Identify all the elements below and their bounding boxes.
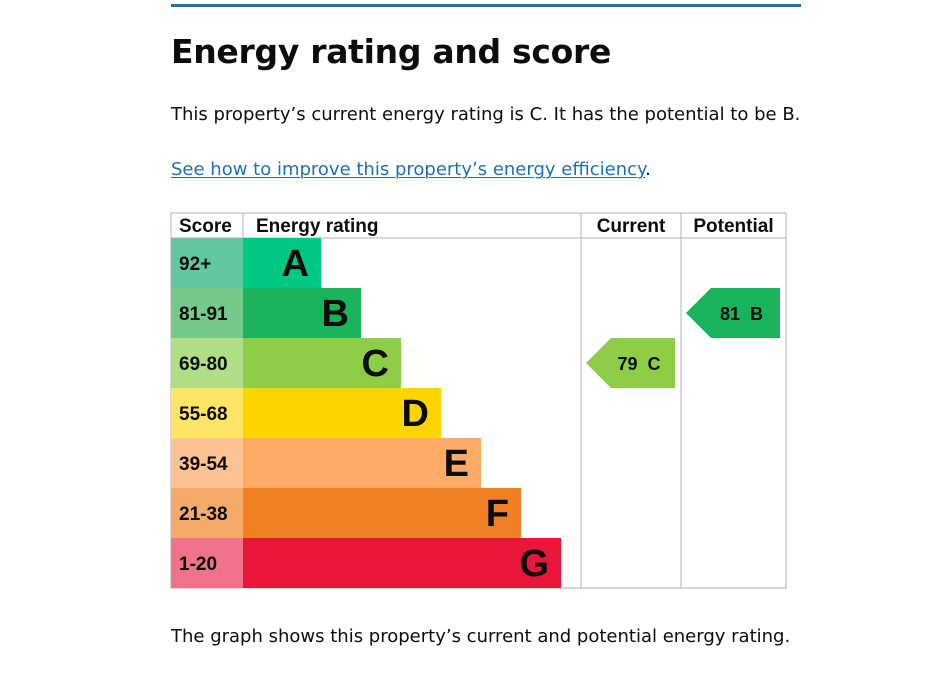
band-bar-g bbox=[243, 538, 561, 588]
band-bar-f bbox=[243, 488, 521, 538]
rating-bands: 92+ A 81-91 B 69-80 C 55-68 D 39-54 E 21-38 F 1-20 G bbox=[171, 238, 561, 588]
band-bar-e bbox=[243, 438, 481, 488]
column-header-potential: Potential bbox=[693, 216, 773, 237]
band-letter-d: D bbox=[402, 393, 429, 435]
energy-rating-chart: Score Energy rating Current Potential 92+ A 8… bbox=[170, 212, 787, 589]
current-rating-arrow bbox=[586, 338, 675, 388]
score-range-c: 69-80 bbox=[179, 354, 228, 375]
section-top-rule bbox=[171, 4, 801, 7]
improve-link-paragraph: See how to improve this property’s energ… bbox=[171, 159, 651, 180]
score-range-a: 92+ bbox=[179, 254, 211, 275]
column-header-energy-rating: Energy rating bbox=[256, 216, 378, 237]
score-range-f: 21-38 bbox=[179, 504, 228, 525]
score-cell-e bbox=[171, 438, 243, 488]
score-range-e: 39-54 bbox=[179, 454, 228, 475]
band-bar-c bbox=[243, 338, 401, 388]
band-letter-f: F bbox=[486, 493, 509, 535]
score-range-d: 55-68 bbox=[179, 404, 228, 425]
band-bar-b bbox=[243, 288, 361, 338]
score-cell-c bbox=[171, 338, 243, 388]
column-header-current: Current bbox=[597, 216, 666, 237]
rating-summary: This property’s current energy rating is… bbox=[171, 104, 801, 125]
column-header-score: Score bbox=[179, 216, 232, 237]
band-letter-b: B bbox=[322, 293, 349, 335]
score-cell-b bbox=[171, 288, 243, 338]
score-cell-f bbox=[171, 488, 243, 538]
chart-headers: Score Energy rating Current Potential bbox=[179, 216, 774, 237]
chart-caption: The graph shows this property’s current … bbox=[171, 626, 791, 647]
link-suffix: . bbox=[645, 159, 651, 180]
score-cell-a bbox=[171, 238, 243, 288]
score-range-b: 81-91 bbox=[179, 304, 228, 325]
potential-rating-label: 81 B bbox=[720, 304, 763, 324]
band-letter-g: G bbox=[519, 543, 549, 585]
band-bar-a bbox=[243, 238, 321, 288]
improve-efficiency-link[interactable]: See how to improve this property’s energ… bbox=[171, 159, 646, 180]
page-title: Energy rating and score bbox=[171, 32, 612, 71]
score-cell-d bbox=[171, 388, 243, 438]
current-rating-label: 79 C bbox=[617, 354, 660, 374]
potential-rating-arrow bbox=[686, 288, 780, 338]
rating-arrows: 79 C 81 B bbox=[586, 288, 780, 388]
band-letter-a: A bbox=[282, 243, 309, 285]
band-bar-d bbox=[243, 388, 441, 438]
band-letter-c: C bbox=[362, 343, 389, 385]
band-letter-e: E bbox=[444, 443, 469, 485]
score-range-g: 1-20 bbox=[179, 554, 217, 575]
score-cell-g bbox=[171, 538, 243, 588]
